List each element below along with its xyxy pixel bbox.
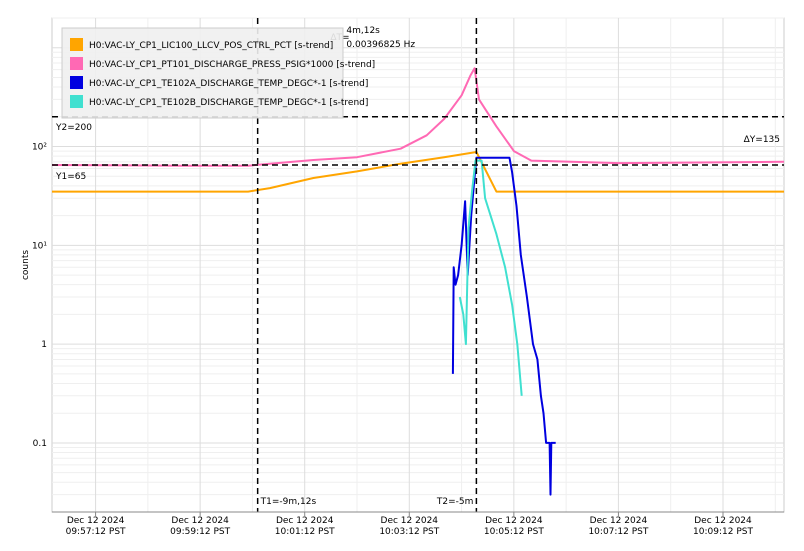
y-tick-label: 10² [32, 143, 47, 153]
cursor-t1-label: T1=-9m,12s [260, 497, 317, 507]
y-tick-label: 0.1 [33, 439, 47, 449]
legend-swatch-3 [70, 76, 83, 89]
x-tick-time: 10:05:12 PST [484, 527, 544, 537]
series-line-2 [51, 67, 785, 167]
x-tick-date: Dec 12 2024 [276, 516, 334, 526]
cursor-layer: T1=-9m,12sT2=-5mY1=65Y2=200ΔT=4m,12s0.00… [52, 18, 784, 512]
x-tick-date: Dec 12 2024 [67, 516, 125, 526]
x-tick-date: Dec 12 2024 [590, 516, 648, 526]
legend-label-3: H0:VAC-LY_CP1_TE102A_DISCHARGE_TEMP_DEGC… [89, 79, 368, 89]
cursor-t2-label: T2=-5m [436, 497, 474, 507]
cursor-y2-label: Y2=200 [55, 123, 92, 133]
cursor-y1-label: Y1=65 [55, 172, 86, 182]
x-tick-time: 09:57:12 PST [66, 527, 126, 537]
delta-t-value: 4m,12s [346, 26, 380, 36]
x-tick-date: Dec 12 2024 [694, 516, 752, 526]
x-tick-time: 10:07:12 PST [588, 527, 648, 537]
legend-box [61, 27, 344, 119]
y-tick-label: 10¹ [32, 241, 47, 251]
series-line-4 [458, 159, 523, 396]
delta-t-frequency: 0.00396825 Hz [346, 40, 415, 50]
x-tick-time: 10:01:12 PST [275, 527, 335, 537]
legend-label-1: H0:VAC-LY_CP1_LIC100_LLCV_POS_CTRL_PCT [… [89, 41, 333, 51]
y-tick-label: 1 [41, 340, 47, 350]
legend[interactable]: H0:VAC-LY_CP1_LIC100_LLCV_POS_CTRL_PCT [… [61, 27, 375, 119]
x-tick-time: 09:59:12 PST [170, 527, 230, 537]
x-tick-time: 10:09:12 PST [693, 527, 753, 537]
legend-label-2: H0:VAC-LY_CP1_PT101_DISCHARGE_PRESS_PSIG… [89, 60, 375, 70]
legend-swatch-1 [70, 38, 83, 51]
x-tick-date: Dec 12 2024 [381, 516, 439, 526]
x-tick-date: Dec 12 2024 [171, 516, 229, 526]
y-axis-label: counts [21, 250, 31, 280]
delta-y-label: ΔY=135 [744, 135, 780, 145]
x-tick-date: Dec 12 2024 [485, 516, 543, 526]
legend-label-4: H0:VAC-LY_CP1_TE102B_DISCHARGE_TEMP_DEGC… [89, 98, 368, 108]
legend-swatch-2 [70, 57, 83, 70]
series-line-3 [451, 156, 556, 496]
x-tick-time: 10:03:12 PST [379, 527, 439, 537]
legend-swatch-4 [70, 95, 83, 108]
